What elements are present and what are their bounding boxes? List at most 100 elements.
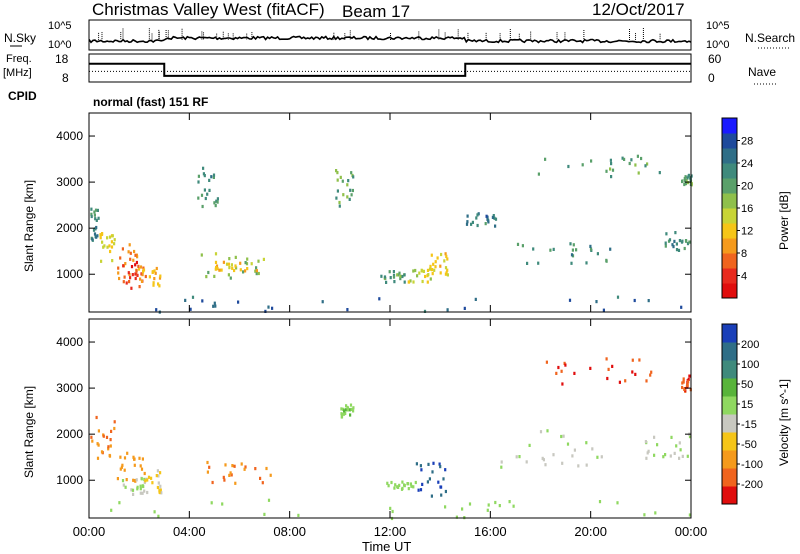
data-cell [108, 454, 112, 458]
data-cell [631, 358, 634, 362]
data-cell [208, 465, 211, 469]
data-cell [210, 501, 213, 505]
data-cell [409, 482, 412, 486]
data-cell [684, 179, 687, 183]
data-cell [139, 277, 142, 281]
data-cell [419, 488, 423, 492]
data-cell [91, 439, 94, 443]
data-cell [235, 266, 238, 270]
data-cell [127, 250, 130, 254]
data-cell [461, 507, 464, 511]
data-cell [634, 163, 637, 167]
data-cell [560, 434, 563, 439]
data-cell [234, 264, 237, 268]
data-cell [444, 489, 447, 494]
data-cell [110, 240, 113, 244]
data-cell [589, 247, 593, 251]
data-cell [631, 370, 634, 374]
freq-unit-label: [MHz] [3, 67, 32, 79]
data-cell [336, 178, 339, 182]
nsky-tick-bottom: 10^0 [48, 39, 72, 51]
data-cell [403, 273, 406, 277]
data-cell [589, 366, 592, 370]
data-cell [157, 282, 160, 286]
data-cell [135, 269, 138, 273]
data-cell [233, 268, 236, 273]
data-cell [654, 511, 657, 515]
data-cell [154, 271, 157, 275]
data-cell [682, 377, 685, 381]
data-cell [605, 357, 608, 361]
data-cell [575, 248, 578, 252]
data-cell [675, 444, 678, 448]
data-cell [92, 228, 96, 232]
data-cell [138, 456, 141, 460]
data-cell [516, 242, 520, 246]
data-cell [159, 484, 162, 488]
data-cell [616, 295, 620, 299]
data-cell [213, 201, 216, 205]
data-cell [263, 512, 266, 516]
data-cell [214, 260, 218, 264]
data-cell [486, 508, 489, 512]
data-cell [585, 463, 588, 467]
data-cell [91, 237, 94, 241]
data-cell [153, 510, 156, 514]
data-cell [200, 253, 203, 257]
data-cell [686, 181, 690, 185]
data-cell [224, 463, 227, 467]
data-cell [90, 212, 93, 216]
data-cell [139, 487, 142, 491]
data-cell [202, 172, 205, 176]
data-cell [392, 270, 395, 274]
data-cell [222, 260, 225, 264]
data-cell [212, 304, 215, 308]
data-cell [688, 513, 691, 517]
data-cell [421, 279, 424, 284]
data-cell [684, 239, 688, 243]
data-cell [100, 450, 104, 454]
colorbar-swatch [722, 360, 737, 379]
data-cell [267, 305, 270, 309]
data-cell [103, 244, 106, 248]
data-cell [521, 244, 524, 248]
data-cell [668, 238, 672, 242]
data-cell [390, 480, 393, 485]
data-cell [95, 218, 98, 222]
data-cell [349, 413, 352, 417]
data-cell [155, 308, 158, 312]
data-cell [267, 498, 271, 502]
data-cell [500, 460, 503, 464]
data-cell [99, 233, 102, 237]
x-tick-label: 16:00 [474, 524, 507, 539]
data-cell [136, 485, 139, 489]
data-cell [690, 174, 693, 178]
data-cell [158, 490, 161, 494]
freq-tick-top: 18 [55, 52, 69, 66]
nsearch-tick-top: 10^5 [706, 20, 730, 32]
data-cell [669, 454, 672, 458]
data-cell [348, 408, 352, 412]
data-cell [340, 412, 343, 416]
data-cell [160, 491, 163, 495]
data-cell [545, 360, 548, 364]
data-cell [444, 505, 447, 509]
colorbar-swatch [722, 223, 737, 239]
data-cell [414, 268, 417, 273]
data-cell [431, 272, 434, 276]
data-cell [132, 455, 135, 459]
data-cell [546, 429, 549, 433]
data-cell [215, 199, 218, 203]
data-cell [426, 480, 429, 484]
data-cell [135, 260, 138, 265]
data-cell [508, 500, 511, 504]
data-cell [134, 479, 137, 483]
data-cell [222, 475, 225, 479]
data-cell [136, 273, 139, 277]
data-cell [223, 478, 226, 482]
data-cell [150, 476, 153, 480]
data-cell [125, 281, 128, 285]
data-cell [117, 271, 120, 275]
data-cell [590, 159, 593, 163]
freq-trace [89, 62, 691, 77]
